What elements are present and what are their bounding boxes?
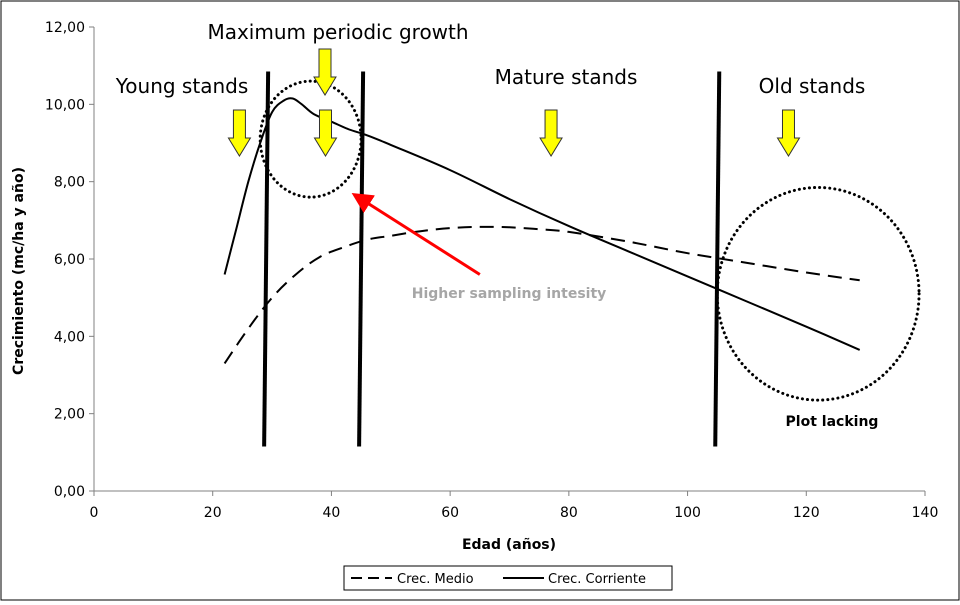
- yellow-down-arrow-icon: [313, 109, 338, 157]
- x-tick-label: 0: [90, 505, 99, 521]
- max-growth-highlight-circle: [258, 79, 363, 199]
- old-stands-label: Old stands: [759, 74, 866, 98]
- y-tick-label: 8,00: [54, 175, 85, 191]
- x-tick-label: 20: [204, 505, 222, 521]
- plot-area: 0,00 2,00 4,00 6,00 8,00 10,00 12,00 0 20 40 60 80 1…: [45, 20, 938, 521]
- stage-divider-line: [713, 71, 722, 447]
- y-tick-label: 10,00: [45, 97, 85, 113]
- maximum-growth-label: Maximum periodic growth: [207, 20, 468, 44]
- yellow-down-arrow-icon: [539, 109, 563, 157]
- series-crec-corriente-line: [223, 97, 861, 351]
- legend-box: [343, 565, 673, 591]
- sampling-pointer-arrow: [351, 192, 481, 276]
- y-tick-label: 2,00: [54, 407, 85, 423]
- yellow-down-arrow-icon: [227, 109, 252, 157]
- legend-label-crec-medio: Crec. Medio: [397, 572, 474, 587]
- y-tick-label: 0,00: [54, 484, 85, 500]
- plot-lacking-highlight-circle: [715, 185, 921, 402]
- y-axis-title: Crecimiento (mc/ha y año): [11, 167, 27, 375]
- x-tick-label: 60: [441, 505, 459, 521]
- x-tick-label: 40: [323, 505, 341, 521]
- series-crec-medio-line: [223, 225, 860, 364]
- x-tick-label: 80: [560, 505, 578, 521]
- stage-divider-line: [262, 71, 271, 447]
- x-tick-label: 120: [793, 505, 820, 521]
- legend: Crec. Medio Crec. Corriente: [343, 565, 673, 591]
- y-tick-label: 4,00: [54, 329, 85, 345]
- x-tick-label: 100: [674, 505, 701, 521]
- stage-divider-line: [357, 71, 366, 447]
- yellow-down-arrow-icon: [776, 109, 801, 157]
- young-stands-label: Young stands: [115, 74, 249, 98]
- legend-label-crec-corriente: Crec. Corriente: [548, 572, 646, 587]
- yellow-down-arrow-icon: [313, 48, 337, 96]
- y-tick-label: 12,00: [45, 20, 85, 36]
- x-axis-title: Edad (años): [462, 537, 556, 553]
- sampling-intensity-label: Higher sampling intesity: [412, 286, 607, 302]
- plot-lacking-label: Plot lacking: [786, 414, 879, 430]
- y-tick-label: 6,00: [54, 252, 85, 268]
- x-tick-label: 140: [912, 505, 939, 521]
- mature-stands-label: Mature stands: [495, 65, 638, 89]
